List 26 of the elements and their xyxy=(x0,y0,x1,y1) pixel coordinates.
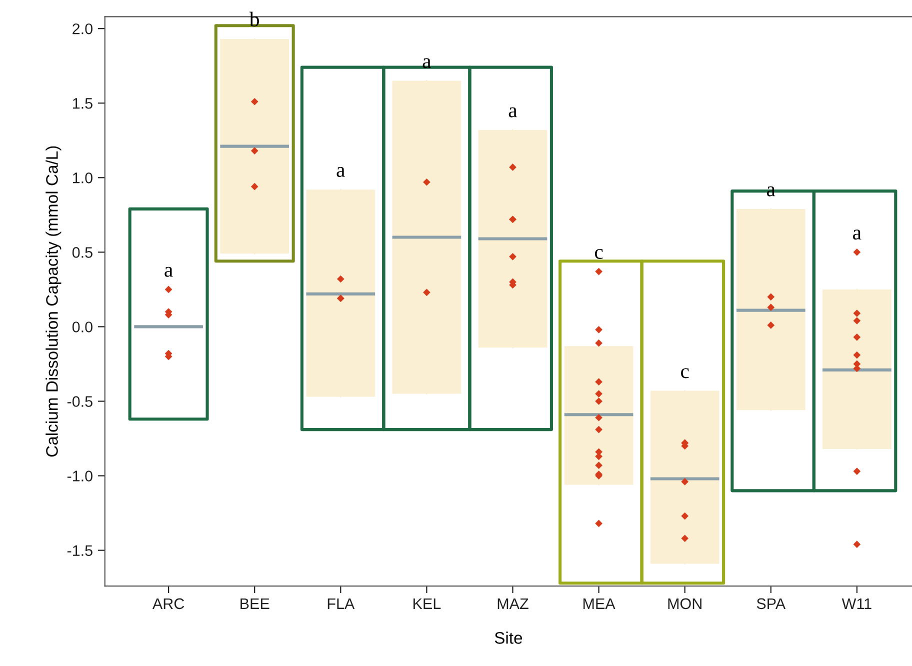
y-tick-label: -1.0 xyxy=(67,470,92,482)
annotation: a xyxy=(336,167,345,177)
y-tick-label: 1.0 xyxy=(73,172,92,184)
x-tick-label: FLA xyxy=(328,598,355,609)
x-tick-label: W11 xyxy=(842,598,872,609)
x-axis-title: Site xyxy=(494,632,522,644)
y-tick-label: 2.0 xyxy=(72,23,92,34)
y-tick-label: 1.5 xyxy=(73,98,92,109)
annotation: a xyxy=(422,58,432,68)
annotation: c xyxy=(594,248,603,259)
x-tick-label: SPA xyxy=(756,598,786,610)
x-tick-label: MAZ xyxy=(498,598,528,609)
x-tick-label: ARC xyxy=(152,598,184,610)
annotation: a xyxy=(508,107,518,118)
x-tick-label: BEE xyxy=(240,598,270,609)
x-tick-label: MEA xyxy=(583,598,616,609)
y-tick-label: -0.5 xyxy=(67,396,92,407)
y-tick-label: 0.5 xyxy=(72,247,92,258)
annotation: c xyxy=(681,368,689,378)
x-tick-label: MON xyxy=(668,598,702,610)
y-tick-label: -1.5 xyxy=(67,545,92,556)
annotation: a xyxy=(164,266,173,277)
y-axis-title: Calcium Dissolution Capacity (mmol Ca/L) xyxy=(46,146,62,457)
y-tick-label: 0.0 xyxy=(72,322,92,332)
x-tick-label: KEL xyxy=(414,598,441,609)
annotation: a xyxy=(853,230,862,240)
